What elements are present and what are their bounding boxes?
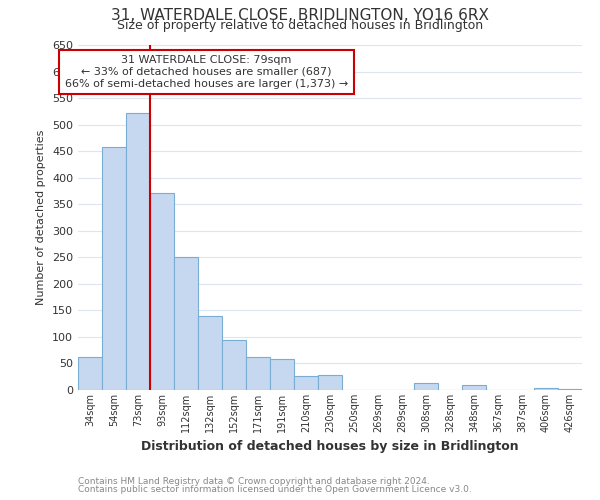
Text: Contains HM Land Registry data © Crown copyright and database right 2024.: Contains HM Land Registry data © Crown c… [78, 477, 430, 486]
Bar [534, 388, 558, 390]
Bar [462, 384, 486, 390]
X-axis label: Distribution of detached houses by size in Bridlington: Distribution of detached houses by size … [141, 440, 519, 454]
Bar [150, 193, 174, 390]
Bar [318, 375, 342, 390]
Bar [174, 258, 198, 390]
Text: Size of property relative to detached houses in Bridlington: Size of property relative to detached ho… [117, 18, 483, 32]
Bar [198, 316, 222, 390]
Bar [294, 376, 318, 390]
Bar [270, 359, 294, 390]
Y-axis label: Number of detached properties: Number of detached properties [37, 130, 46, 305]
Text: 31, WATERDALE CLOSE, BRIDLINGTON, YO16 6RX: 31, WATERDALE CLOSE, BRIDLINGTON, YO16 6… [111, 8, 489, 22]
Text: 31 WATERDALE CLOSE: 79sqm
← 33% of detached houses are smaller (687)
66% of semi: 31 WATERDALE CLOSE: 79sqm ← 33% of detac… [65, 56, 348, 88]
Bar [126, 114, 150, 390]
Bar [102, 148, 126, 390]
Bar [222, 340, 246, 390]
Bar [78, 357, 102, 390]
Bar [414, 383, 438, 390]
Text: Contains public sector information licensed under the Open Government Licence v3: Contains public sector information licen… [78, 485, 472, 494]
Bar [246, 357, 270, 390]
